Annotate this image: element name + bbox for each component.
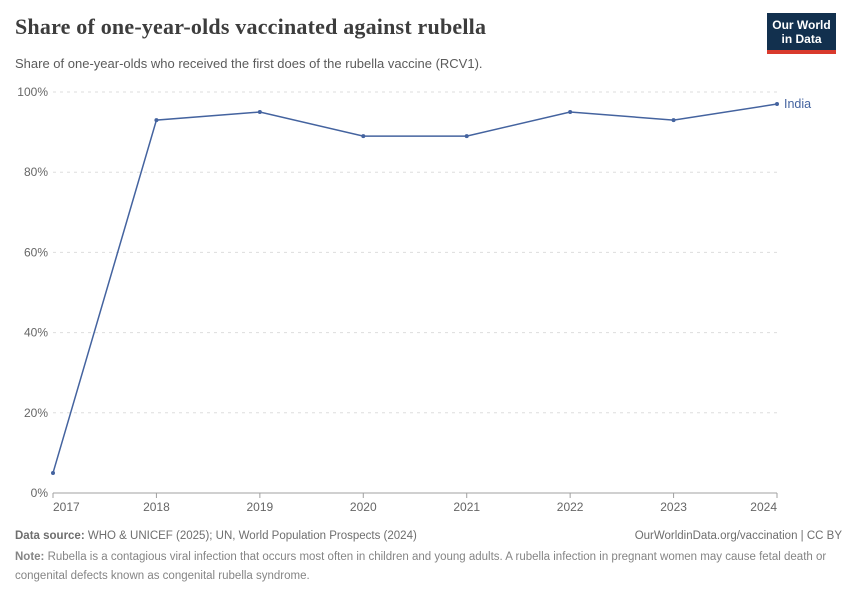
data-source-label: Data source: [15, 530, 85, 542]
data-source: Data source: WHO & UNICEF (2025); UN, Wo… [15, 529, 417, 544]
y-tick-label: 100% [17, 85, 48, 99]
x-tick-label: 2019 [247, 500, 274, 514]
chart-subtitle: Share of one-year-olds who received the … [15, 56, 483, 71]
note-label: Note: [15, 551, 45, 563]
data-point [671, 118, 676, 123]
y-tick-label: 0% [31, 486, 49, 500]
y-tick-label: 80% [24, 165, 48, 179]
data-point [361, 134, 366, 139]
data-point [51, 470, 55, 475]
x-tick-label: 2018 [143, 500, 170, 514]
line-chart: 0% 20% 40% 60% 80% 100% 2017 2018 2019 2020 2021 20… [17, 85, 811, 514]
x-tick-label: 2020 [350, 500, 377, 514]
y-tick-label: 20% [24, 406, 48, 420]
data-point [464, 134, 469, 139]
chart-note: Note: Rubella is a contagious viral infe… [15, 548, 827, 586]
x-tick-label: 2021 [453, 500, 480, 514]
owid-logo[interactable]: Our World in Data [767, 13, 836, 54]
x-tick-label: 2024 [750, 500, 777, 514]
owid-url-link[interactable]: OurWorldinData.org/vaccination | CC BY [634, 530, 842, 542]
owid-logo-line2: in Data [781, 31, 822, 46]
y-tick-label: 60% [24, 245, 48, 259]
data-point [154, 118, 159, 123]
y-tick-label: 40% [24, 326, 48, 340]
data-point [257, 110, 262, 115]
x-tick-label: 2022 [557, 500, 584, 514]
series-line [52, 103, 778, 474]
owid-logo-line1: Our World [772, 17, 831, 32]
data-point [775, 102, 779, 107]
data-point [568, 110, 573, 115]
x-tick-label: 2023 [660, 500, 687, 514]
x-tick-label: 2017 [53, 500, 80, 514]
series-end-label: India [784, 97, 811, 111]
note-text: Rubella is a contagious viral infection … [15, 551, 827, 582]
page-title: Share of one-year-olds vaccinated agains… [15, 14, 487, 39]
chart-footer: Data source: WHO & UNICEF (2025); UN, Wo… [15, 529, 842, 586]
data-source-text: WHO & UNICEF (2025); UN, World Populatio… [84, 530, 417, 542]
